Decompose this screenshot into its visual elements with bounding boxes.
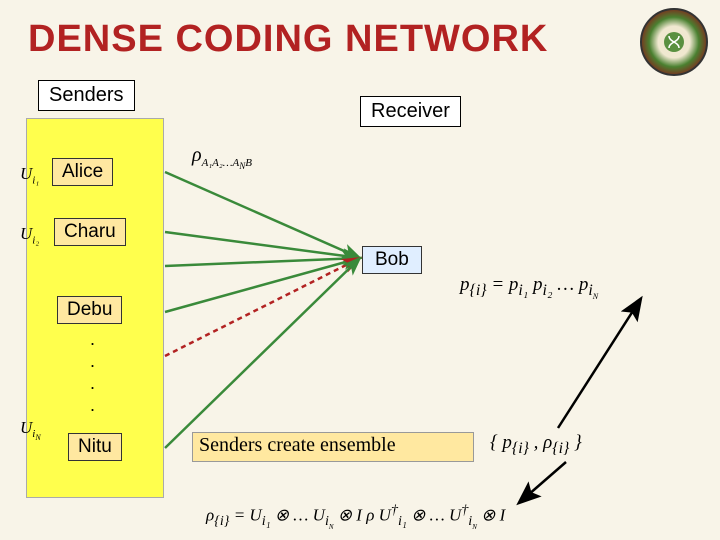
unitary-label-1: Ui₂: [20, 224, 39, 246]
unitary-label-3: UiN: [20, 418, 41, 443]
ellipsis-dot: .: [90, 332, 95, 346]
senders-label: Senders: [38, 80, 135, 111]
probability-formula: p{i} = pi₁ pi₂ … piN: [460, 274, 598, 301]
sender-box-charu: Charu: [54, 218, 126, 246]
ellipsis-dot: .: [90, 354, 95, 368]
slide-title: DENSE CODING NETWORK: [28, 18, 548, 61]
ensemble-pair: { p{i} , ρ{i} }: [490, 432, 582, 458]
institute-logo: [640, 8, 708, 76]
sender-box-alice: Alice: [52, 158, 113, 186]
rho-formula: ρ{i} = Ui₁ ⊗ … UiN ⊗ I ρ U†i₁ ⊗ … U†iN ⊗…: [206, 502, 505, 531]
receiver-label: Receiver: [360, 96, 461, 127]
ensemble-caption: Senders create ensemble: [192, 432, 474, 462]
ellipsis-dot: .: [90, 376, 95, 390]
unitary-label-0: Ui₁: [20, 164, 39, 186]
sender-box-debu: Debu: [57, 296, 122, 324]
bob-box: Bob: [362, 246, 422, 274]
shared-state-rho: ρA₁A₂…ANB: [192, 144, 252, 171]
ellipsis-dot: .: [90, 398, 95, 412]
sender-box-nitu: Nitu: [68, 433, 122, 461]
